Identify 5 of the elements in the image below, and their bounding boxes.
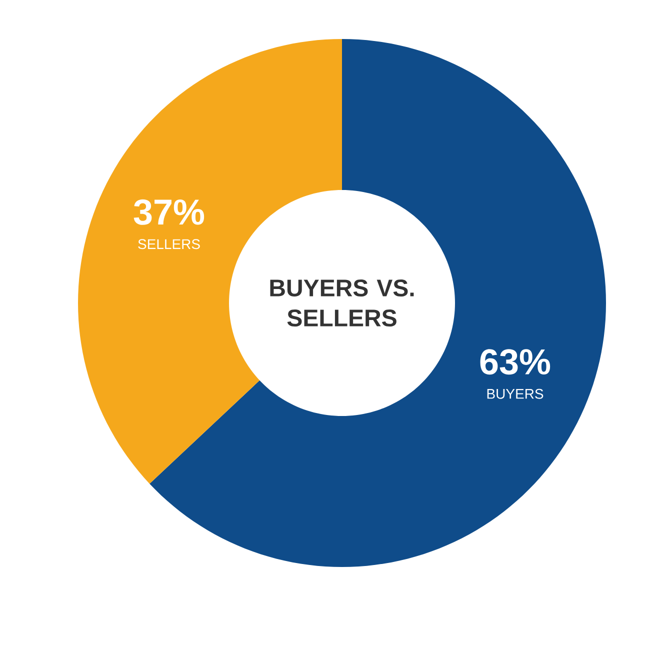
data-label: 63%: [480, 349, 550, 375]
data-label: 37%: [134, 199, 204, 225]
text: BUYERS VS. SELLERS: [270, 279, 414, 326]
slice-label: SELLERS: [138, 239, 200, 250]
slice-label: BUYERS: [487, 388, 544, 399]
